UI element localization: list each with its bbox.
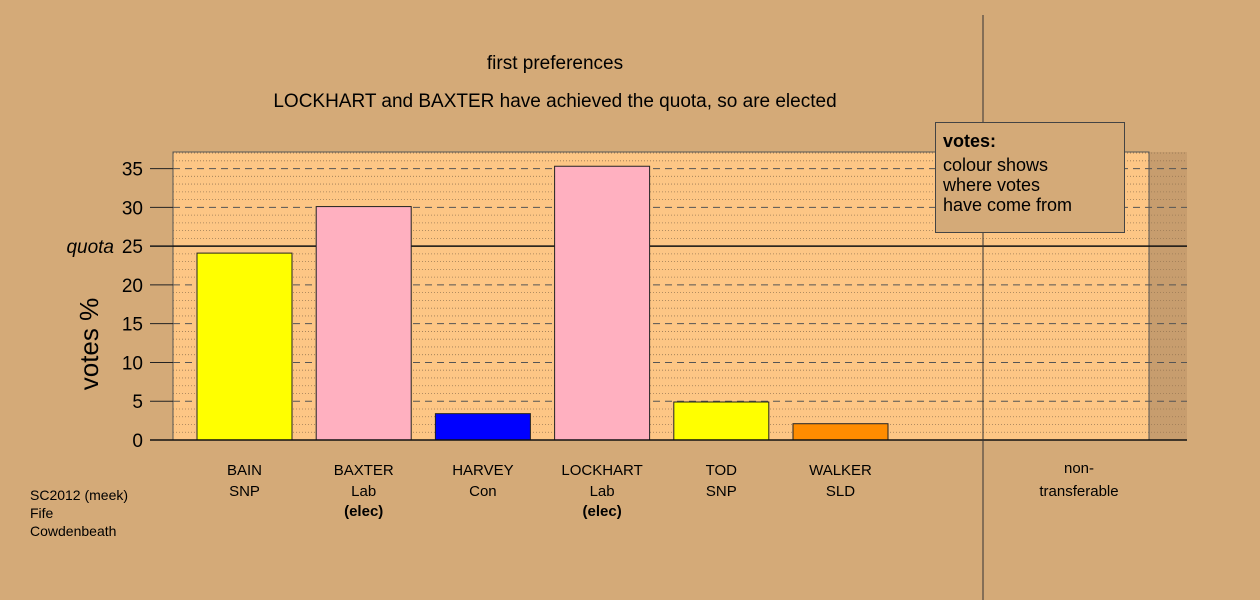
y-tick-label: 10 [122,353,143,374]
x-tick-label-party: SNP [706,483,737,500]
legend-title: votes: [943,131,997,151]
x-tick-label-nontransferable-1: non- [1064,460,1094,477]
x-tick-label-name: BAXTER [334,462,394,479]
bar-harvey [434,413,531,441]
legend-body: colour shows where votes have come from [943,155,1073,215]
footer-council: Fife [30,505,54,521]
x-tick-label-nontransferable-2: transferable [1039,483,1118,500]
y-tick-label: 0 [132,431,143,452]
footer-ward: Cowdenbeath [30,523,117,539]
y-tick-label: 30 [122,198,143,219]
y-tick-label: 15 [122,315,143,336]
x-tick-label-name: BAIN [227,462,262,479]
x-tick-label-note: (elec) [344,503,383,520]
footer-election: SC2012 (meek) [30,487,129,503]
x-tick-label-party: Con [469,483,497,500]
x-tick-label-name: WALKER [809,462,872,479]
footer: SC2012 (meek) Fife Cowdenbeath [30,486,128,540]
y-tick-label: 20 [122,276,143,297]
x-tick-label-party: Lab [351,483,376,500]
chart-subtitle: LOCKHART and BAXTER have achieved the qu… [273,91,837,112]
plot-shade-right [1149,152,1187,440]
y-axis-label: votes % [74,298,104,391]
quota-label: quota [66,237,114,258]
bar-walker [792,423,889,441]
chart-title: first preferences [486,53,624,74]
x-tick-label-name: LOCKHART [561,462,642,479]
legend: votes: colour shows where votes have com… [935,122,1125,233]
x-tick-label-name: TOD [706,462,738,479]
y-tick-label: 25 [122,237,143,258]
bar-baxter [315,206,412,441]
x-tick-label-note: (elec) [583,503,622,520]
x-tick-label-party: SNP [229,483,260,500]
x-tick-label-name: HARVEY [452,462,513,479]
bar-lockhart [554,165,651,441]
y-tick-label: 35 [122,160,143,181]
bar-tod [673,401,770,441]
x-tick-label-party: Lab [590,483,615,500]
bar-bain [196,252,293,441]
x-tick-label-party: SLD [826,483,855,500]
y-tick-label: 5 [132,392,143,413]
